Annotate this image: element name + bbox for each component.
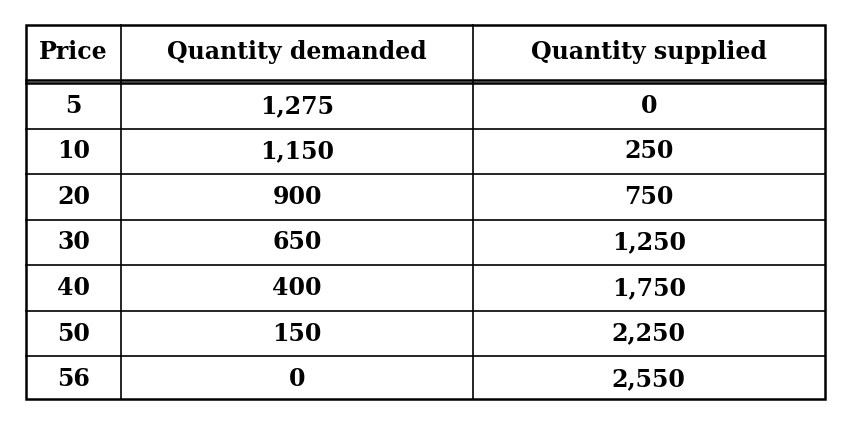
Text: 30: 30 xyxy=(57,230,90,254)
Text: Price: Price xyxy=(39,40,108,64)
Text: 750: 750 xyxy=(624,185,673,209)
Text: 1,150: 1,150 xyxy=(260,139,334,163)
Text: 900: 900 xyxy=(272,185,322,209)
Text: 2,550: 2,550 xyxy=(612,367,686,391)
Text: 1,250: 1,250 xyxy=(612,230,686,254)
Text: 40: 40 xyxy=(57,276,90,300)
Text: 0: 0 xyxy=(640,94,657,118)
Text: 1,275: 1,275 xyxy=(260,94,334,118)
Bar xyxy=(26,25,824,399)
Text: 5: 5 xyxy=(65,94,82,118)
Text: 400: 400 xyxy=(272,276,322,300)
Text: 150: 150 xyxy=(273,321,322,346)
Text: 650: 650 xyxy=(273,230,322,254)
Text: 2,250: 2,250 xyxy=(612,321,686,346)
Text: 56: 56 xyxy=(57,367,90,391)
Text: 50: 50 xyxy=(57,321,90,346)
Text: 0: 0 xyxy=(289,367,305,391)
Text: 20: 20 xyxy=(57,185,90,209)
Text: 10: 10 xyxy=(57,139,90,163)
Text: Quantity supplied: Quantity supplied xyxy=(530,40,767,64)
Text: Quantity demanded: Quantity demanded xyxy=(167,40,427,64)
Text: 1,750: 1,750 xyxy=(612,276,686,300)
Text: 250: 250 xyxy=(624,139,673,163)
